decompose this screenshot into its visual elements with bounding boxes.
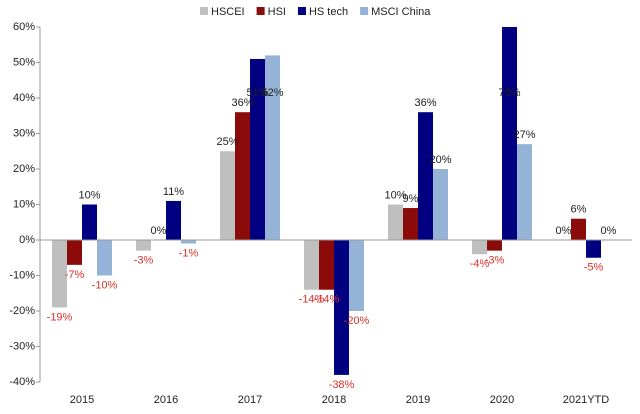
bar <box>571 218 586 240</box>
bar <box>166 200 181 240</box>
data-label: 20% <box>429 154 451 166</box>
bar <box>52 240 67 308</box>
bar <box>181 240 196 244</box>
data-label: -10% <box>92 279 118 291</box>
y-tick-label: 10% <box>13 198 35 210</box>
legend-swatch <box>297 7 306 15</box>
data-label: -3% <box>134 255 154 267</box>
bar <box>265 55 280 241</box>
bar <box>67 240 82 265</box>
data-label: -5% <box>584 262 604 274</box>
legend-label: HSCEI <box>211 6 245 18</box>
legend-label: HSI <box>268 6 286 18</box>
x-tick-label: 2015 <box>70 394 94 406</box>
y-tick-label: 30% <box>13 127 35 139</box>
data-label: -4% <box>470 258 490 270</box>
data-label: -7% <box>65 269 85 281</box>
x-tick-label: 2017 <box>238 394 262 406</box>
y-tick-label: -10% <box>9 269 35 281</box>
data-label: 79% <box>498 87 520 99</box>
data-label: 10% <box>384 189 406 201</box>
data-label: -1% <box>179 247 199 259</box>
data-label: 36% <box>231 97 253 109</box>
data-label: -14% <box>299 294 325 306</box>
data-label: 27% <box>513 129 535 141</box>
y-tick-label: 20% <box>13 163 35 175</box>
bar <box>97 240 112 276</box>
data-label: 0% <box>601 225 617 237</box>
bar <box>235 112 250 240</box>
bar <box>349 240 364 311</box>
data-label: 51% <box>246 87 268 99</box>
data-label: 6% <box>571 204 587 216</box>
bar <box>418 112 433 240</box>
bar <box>517 144 532 240</box>
y-tick-label: -30% <box>9 340 35 352</box>
bar <box>250 58 265 241</box>
y-tick-label: 40% <box>13 92 35 104</box>
legend-swatch <box>360 7 369 15</box>
legend-label: MSCI China <box>371 6 431 18</box>
y-tick-label: -20% <box>9 305 35 317</box>
bar <box>136 240 151 251</box>
bar <box>82 204 97 240</box>
y-tick-label: -40% <box>9 376 35 388</box>
data-label: 25% <box>216 136 238 148</box>
bar <box>220 151 235 240</box>
data-label: 10% <box>78 189 100 201</box>
data-label: 9% <box>403 193 419 205</box>
bar <box>472 240 487 255</box>
data-label: 0% <box>556 225 572 237</box>
x-tick-label: 2016 <box>154 394 178 406</box>
x-tick-label: 2021YTD <box>563 394 610 406</box>
bar <box>319 240 334 290</box>
bar <box>487 240 502 251</box>
data-label: -38% <box>329 379 355 391</box>
bar <box>403 208 418 240</box>
data-label: -20% <box>344 315 370 327</box>
data-label: -3% <box>485 255 505 267</box>
data-label: 11% <box>163 186 184 198</box>
x-tick-label: 2019 <box>406 394 430 406</box>
bar <box>388 204 403 240</box>
bar <box>304 240 319 290</box>
bar <box>502 27 517 241</box>
legend-swatch <box>200 7 208 15</box>
x-tick-label: 2018 <box>322 394 346 406</box>
data-label: 0% <box>151 225 167 237</box>
legend-label: HS tech <box>309 6 348 18</box>
data-label: -19% <box>47 311 73 323</box>
bar <box>433 169 448 240</box>
data-label: 36% <box>414 97 436 109</box>
y-tick-label: 50% <box>13 56 35 68</box>
legend-swatch <box>256 7 265 15</box>
y-tick-label: 0% <box>19 234 35 246</box>
bar <box>586 240 601 258</box>
plot-area <box>52 27 601 375</box>
x-tick-label: 2020 <box>490 394 514 406</box>
bar <box>334 240 349 375</box>
data-label: 52% <box>261 87 283 99</box>
y-tick-label: 60% <box>13 21 35 33</box>
data-label: -14% <box>314 294 340 306</box>
